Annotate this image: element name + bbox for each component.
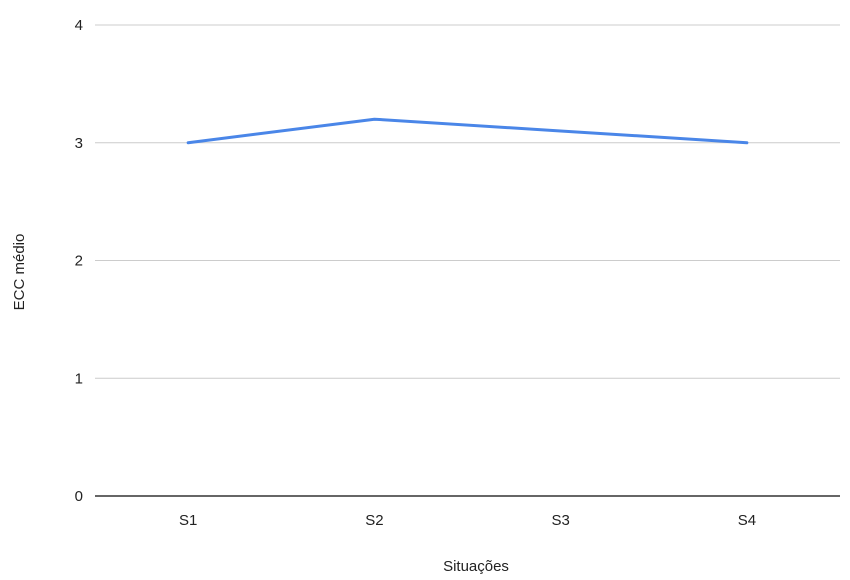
y-tick-label: 2	[75, 253, 83, 270]
gridlines	[95, 24, 840, 379]
x-tick-label: S1	[179, 512, 197, 529]
y-tick-label: 3	[75, 135, 83, 152]
y-axis-title: ECC médio	[11, 234, 28, 311]
y-tick-label: 1	[75, 370, 83, 387]
x-tick-label: S3	[551, 512, 569, 529]
series-layer	[186, 117, 749, 145]
series-line	[186, 117, 749, 145]
x-tick-label: S4	[738, 512, 756, 529]
y-tick-label: 0	[75, 488, 83, 505]
y-tick-labels: 0 1 2 3 4	[75, 17, 83, 505]
x-axis-title: Situações	[443, 558, 509, 575]
y-tick-label: 4	[75, 17, 83, 34]
x-tick-labels: S1 S2 S3 S4	[179, 512, 756, 529]
x-tick-label: S2	[365, 512, 383, 529]
